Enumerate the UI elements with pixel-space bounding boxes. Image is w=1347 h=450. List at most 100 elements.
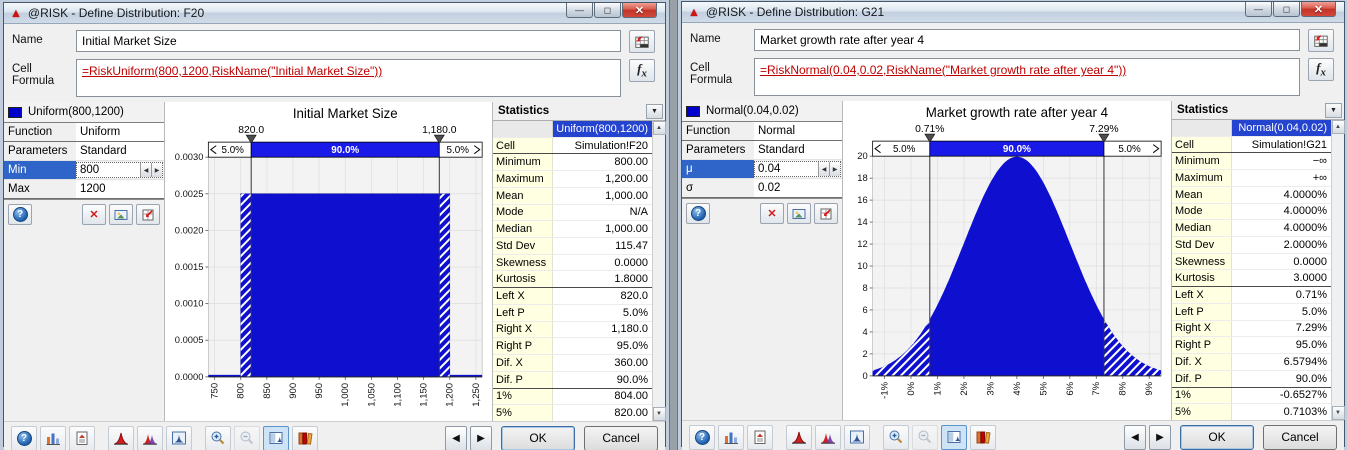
previous-cell-button[interactable]: ◀ <box>1124 424 1146 450</box>
cell-formula-input[interactable]: =RiskUniform(800,1200,RiskName("Initial … <box>76 59 621 97</box>
name-input[interactable] <box>76 30 621 52</box>
scroll-down-icon[interactable]: ▼ <box>652 407 666 421</box>
panel-toggle-icon[interactable] <box>941 424 967 450</box>
statistics-header[interactable]: Statistics ▼ <box>493 102 665 121</box>
param2-input[interactable]: 1200 <box>76 180 164 198</box>
main-content: Normal(0.04,0.02) Function Normal Parame… <box>682 101 1345 420</box>
scroll-down-icon[interactable]: ▼ <box>1331 406 1345 420</box>
insert-function-icon[interactable]: fx <box>1308 58 1334 81</box>
param2-input[interactable]: 0.02 <box>754 179 842 197</box>
next-cell-button[interactable]: ▶ <box>470 425 492 450</box>
minimize-button[interactable]: — <box>1245 2 1272 17</box>
ok-button[interactable]: OK <box>501 425 575 450</box>
scroll-up-icon[interactable]: ▲ <box>1331 120 1345 134</box>
svg-text:8%: 8% <box>1118 381 1129 395</box>
zoom-out-icon[interactable] <box>912 424 938 450</box>
close-button[interactable]: ✕ <box>622 3 657 18</box>
zoom-out-icon[interactable] <box>234 425 260 450</box>
help-icon[interactable]: ? <box>686 203 710 224</box>
name-input[interactable] <box>754 29 1300 51</box>
zoom-in-icon[interactable] <box>205 425 231 450</box>
parameters-value[interactable]: Standard <box>76 142 164 160</box>
stats-row: Median 1,000.00 <box>493 220 652 238</box>
formula-text[interactable]: =RiskNormal(0.04,0.02,RiskName("Market g… <box>760 63 1127 77</box>
report-icon[interactable] <box>747 424 773 450</box>
library-icon[interactable] <box>292 425 318 450</box>
zoom-in-icon[interactable] <box>883 424 909 450</box>
report-icon[interactable] <box>69 425 95 450</box>
delete-icon[interactable]: ✕ <box>760 203 784 224</box>
framed-distribution-icon[interactable] <box>844 424 870 450</box>
param1-input[interactable]: 800 ◀ ▶ <box>76 162 163 178</box>
distribution-icon[interactable] <box>786 424 812 450</box>
ok-button[interactable]: OK <box>1180 424 1254 450</box>
svg-text:850: 850 <box>262 383 273 399</box>
parameters-panel: Normal(0.04,0.02) Function Normal Parame… <box>682 101 843 420</box>
overlay-distributions-icon[interactable] <box>815 424 841 450</box>
titlebar[interactable]: ▲ @RISK - Define Distribution: F20 — ◻ ✕ <box>4 3 665 24</box>
stats-row: Left X 0.71% <box>1172 286 1331 303</box>
select-cell-icon[interactable] <box>1308 29 1334 52</box>
maximize-button[interactable]: ◻ <box>594 3 621 18</box>
library-icon[interactable] <box>970 424 996 450</box>
parameters-row: Parameters Standard <box>682 141 842 160</box>
function-value[interactable]: Normal <box>754 122 842 140</box>
stats-row: Median 4.0000% <box>1172 219 1331 237</box>
svg-text:5%: 5% <box>1038 381 1049 395</box>
maximize-button[interactable]: ◻ <box>1273 2 1300 17</box>
cancel-button[interactable]: Cancel <box>1263 424 1337 450</box>
stats-row: 1% -0.6527% <box>1172 386 1331 404</box>
panel-toggle-icon[interactable] <box>263 425 289 450</box>
overlay-distributions-icon[interactable] <box>137 425 163 450</box>
name-label: Name <box>690 33 721 45</box>
stats-scrollbar[interactable]: ▲ ▼ <box>1331 120 1345 420</box>
stats-row: Mode 4.0000% <box>1172 202 1331 220</box>
chart-type-icon[interactable] <box>40 425 66 450</box>
cell-formula-input[interactable]: =RiskNormal(0.04,0.02,RiskName("Market g… <box>754 58 1300 96</box>
stats-row: Dif. X 6.5794% <box>1172 353 1331 370</box>
formula-text[interactable]: =RiskUniform(800,1200,RiskName("Initial … <box>82 64 383 78</box>
assign-cell-icon[interactable] <box>814 203 838 224</box>
chevron-down-icon[interactable]: ▼ <box>1325 102 1342 118</box>
param-spinner[interactable]: ◀ ▶ <box>818 162 840 176</box>
parameters-value[interactable]: Standard <box>754 141 842 159</box>
image-icon[interactable] <box>787 203 811 224</box>
delete-icon[interactable]: ✕ <box>82 204 106 225</box>
svg-text:6: 6 <box>862 305 867 316</box>
normal-distribution-chart[interactable]: 0 2 4 6 8 10 12 14 16 18 20 -1% 0% 1% 2% 3% 4% 5% 6% 7% 8% 9%… <box>843 101 1171 420</box>
next-cell-button[interactable]: ▶ <box>1149 424 1171 450</box>
image-icon[interactable] <box>109 204 133 225</box>
help-icon[interactable]: ? <box>8 204 32 225</box>
scroll-up-icon[interactable]: ▲ <box>652 121 666 135</box>
svg-text:800: 800 <box>236 383 247 399</box>
cancel-button[interactable]: Cancel <box>584 425 658 450</box>
svg-text:0.0020: 0.0020 <box>175 225 204 236</box>
statistics-header[interactable]: Statistics ▼ <box>1172 101 1344 120</box>
distribution-icon[interactable] <box>108 425 134 450</box>
help-icon[interactable]: ? <box>11 425 37 450</box>
select-cell-icon[interactable] <box>629 30 655 53</box>
chart-type-icon[interactable] <box>718 424 744 450</box>
minimize-button[interactable]: — <box>566 3 593 18</box>
main-content: Uniform(800,1200) Function Uniform Param… <box>4 102 666 421</box>
help-icon[interactable]: ? <box>689 424 715 450</box>
window-controls: — ◻ ✕ <box>1245 2 1336 17</box>
titlebar[interactable]: ▲ @RISK - Define Distribution: G21 — ◻ ✕ <box>682 2 1344 23</box>
chevron-down-icon[interactable]: ▼ <box>646 103 663 119</box>
assign-cell-icon[interactable] <box>136 204 160 225</box>
param1-input[interactable]: 0.04 ◀ ▶ <box>754 161 841 177</box>
svg-text:16: 16 <box>857 195 867 206</box>
stats-row: Right X 1,180.0 <box>493 320 652 338</box>
param-spinner[interactable]: ◀ ▶ <box>140 163 162 177</box>
svg-text:0%: 0% <box>906 381 917 395</box>
stats-scrollbar[interactable]: ▲ ▼ <box>652 121 666 421</box>
framed-distribution-icon[interactable] <box>166 425 192 450</box>
function-value[interactable]: Uniform <box>76 123 164 141</box>
insert-function-icon[interactable]: fx <box>629 59 655 82</box>
uniform-distribution-chart[interactable]: 0.0000 0.0005 0.0010 0.0015 0.0020 0.0025 0.00… <box>165 102 492 421</box>
close-button[interactable]: ✕ <box>1301 2 1336 17</box>
stats-row: Left P 5.0% <box>1172 302 1331 320</box>
svg-text:1,150: 1,150 <box>419 383 430 407</box>
stats-row: Mode N/A <box>493 203 652 221</box>
previous-cell-button[interactable]: ◀ <box>445 425 467 450</box>
